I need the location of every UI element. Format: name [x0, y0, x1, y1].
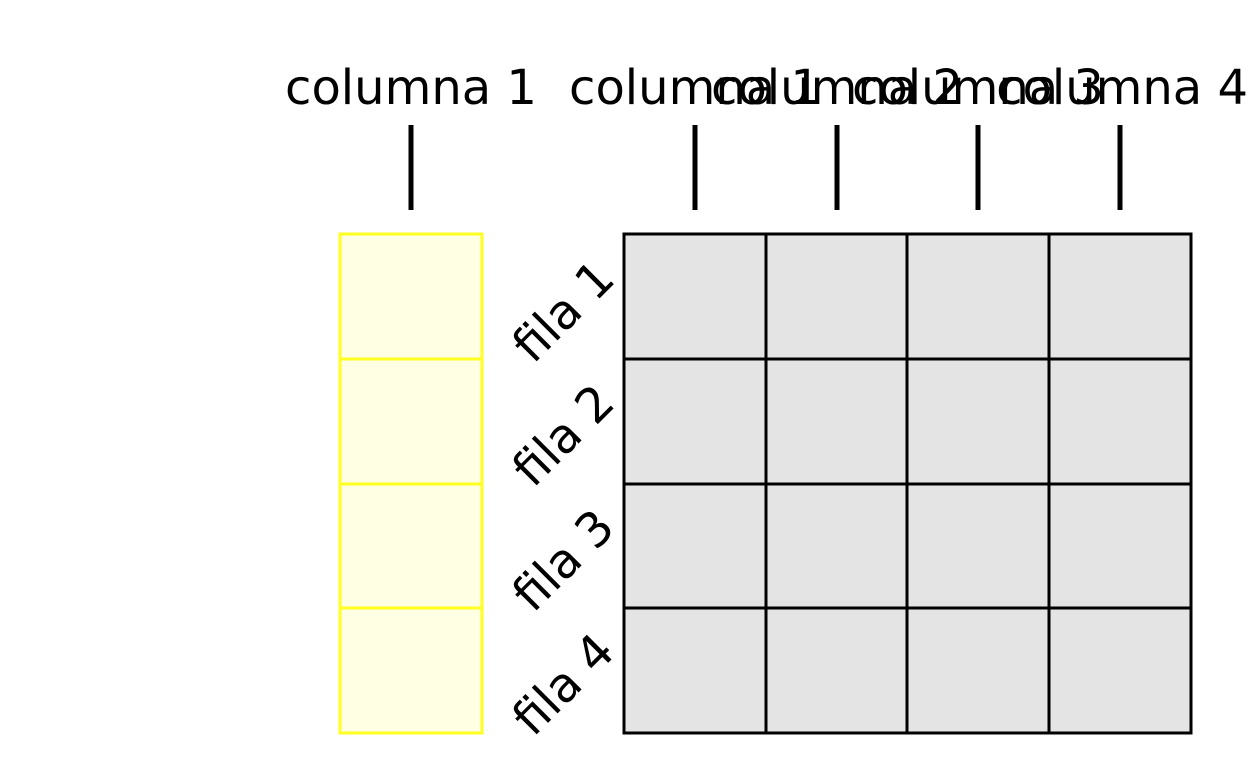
left-column-vector: columna 1 — [285, 60, 537, 735]
grid-column-headers: columna 1 columna 2 columna 3 columna 4 — [569, 60, 1248, 210]
grid-cell-r4-c2 — [764, 606, 909, 735]
grid-cell-r4-c3 — [905, 606, 1051, 735]
grid-cell-r2-c1 — [622, 357, 768, 486]
grid-cell-r3-c1 — [622, 482, 768, 610]
grid-cell-r3-c2 — [764, 482, 909, 610]
grid-cell-r4-c1 — [622, 606, 768, 735]
grid-column-label-4: columna 4 — [996, 60, 1248, 116]
left-column-cell-2 — [338, 357, 484, 486]
left-column-label: columna 1 — [285, 60, 537, 116]
grid-row-label-4: fila 4 — [502, 623, 626, 747]
grid-row-headers: fila 1 fila 2 fila 3 fila 4 — [502, 250, 626, 747]
grid-cell-r4-c4 — [1047, 606, 1193, 735]
grid-column-label-2: columna 2 — [711, 60, 963, 116]
grid-column-label-1: columna 1 — [569, 60, 821, 116]
grid-cell-r2-c3 — [905, 357, 1051, 486]
left-column-cell-4 — [338, 606, 484, 735]
grid-row-label-1: fila 1 — [502, 250, 626, 374]
grid-cell-r1-c2 — [764, 232, 909, 361]
grid-column-label-3: columna 3 — [852, 60, 1104, 116]
grid-cell-r2-c4 — [1047, 357, 1193, 486]
left-column-cell-1 — [338, 232, 484, 361]
grid-row-label-2: fila 2 — [502, 374, 626, 498]
left-column-cell-3 — [338, 482, 484, 610]
grid-cell-r1-c3 — [905, 232, 1051, 361]
grid-cell-r1-c1 — [622, 232, 768, 361]
grid-cell-r2-c2 — [764, 357, 909, 486]
grid-cell-r1-c4 — [1047, 232, 1193, 361]
grid-cell-r3-c4 — [1047, 482, 1193, 610]
grid-cell-r3-c3 — [905, 482, 1051, 610]
grid-row-label-3: fila 3 — [502, 499, 626, 623]
grid-cells — [622, 232, 1193, 735]
